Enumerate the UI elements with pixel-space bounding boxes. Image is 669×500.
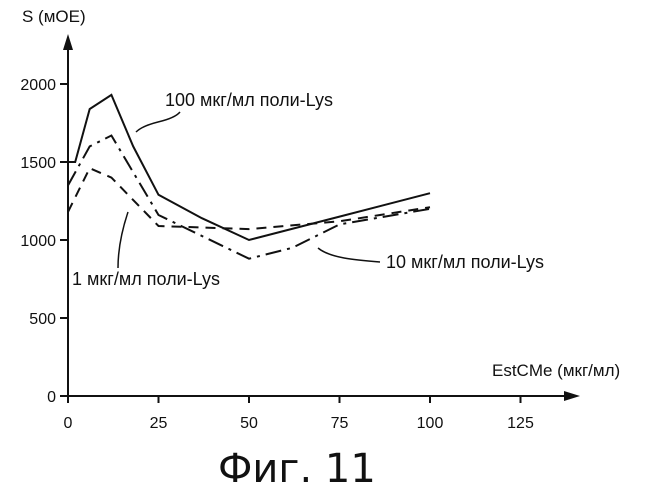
- series-label-1: 1 мкг/мл поли-Lys: [72, 269, 220, 289]
- x-tick-label: 50: [240, 415, 258, 432]
- figure-caption: Фиг. 11: [218, 446, 376, 492]
- y-axis-arrow: [63, 34, 73, 50]
- y-tick-label: 1000: [20, 233, 56, 250]
- y-tick-label: 0: [47, 389, 56, 406]
- x-tick-label: 75: [331, 415, 349, 432]
- y-axis-title: S (мОЕ): [22, 7, 86, 26]
- x-tick-label: 125: [507, 415, 534, 432]
- series-label-100: 100 мкг/мл поли-Lys: [165, 90, 333, 110]
- leader-10: [318, 248, 380, 262]
- axes: S (мОЕ) EstCMe (мкг/мл): [22, 7, 620, 401]
- x-axis-title: EstCMe (мкг/мл): [492, 361, 620, 380]
- leader-100: [136, 112, 180, 132]
- leader-1: [118, 212, 128, 268]
- y-tick-label: 500: [29, 311, 56, 328]
- x-axis-arrow: [564, 391, 580, 401]
- y-tick-label: 2000: [20, 77, 56, 94]
- x-tick-label: 0: [64, 415, 73, 432]
- y-tick-label: 1500: [20, 155, 56, 172]
- x-tick-label: 100: [417, 415, 444, 432]
- series-label-10: 10 мкг/мл поли-Lys: [386, 252, 544, 272]
- x-tick-label: 25: [150, 415, 168, 432]
- series-line-2: [68, 168, 430, 229]
